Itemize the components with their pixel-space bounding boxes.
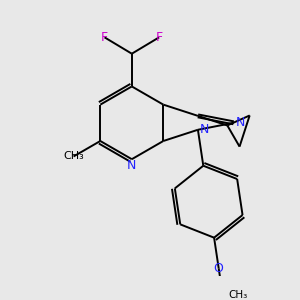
Text: F: F <box>101 31 108 44</box>
Text: F: F <box>155 31 163 44</box>
Text: N: N <box>200 123 209 136</box>
Text: CH₃: CH₃ <box>63 152 84 161</box>
Text: CH₃: CH₃ <box>228 290 248 300</box>
Text: O: O <box>214 262 224 275</box>
Text: N: N <box>236 116 245 129</box>
Text: N: N <box>127 159 136 172</box>
